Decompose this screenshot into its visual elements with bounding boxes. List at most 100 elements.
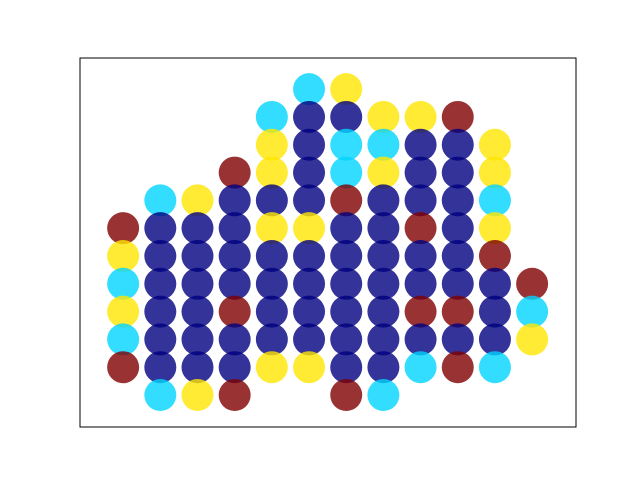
point	[181, 267, 214, 300]
point	[516, 323, 549, 356]
point	[144, 267, 177, 300]
point	[293, 239, 326, 272]
point	[181, 239, 214, 272]
point	[107, 351, 140, 384]
point	[404, 323, 437, 356]
point	[255, 156, 288, 189]
point	[330, 100, 363, 133]
point	[255, 295, 288, 328]
point	[330, 267, 363, 300]
axes-frame	[79, 57, 577, 428]
point	[367, 239, 400, 272]
point	[367, 100, 400, 133]
point	[367, 128, 400, 161]
point	[330, 184, 363, 217]
point	[255, 323, 288, 356]
point	[478, 212, 511, 245]
point	[255, 351, 288, 384]
point	[293, 128, 326, 161]
point	[441, 128, 474, 161]
point	[367, 267, 400, 300]
point	[404, 212, 437, 245]
point	[478, 239, 511, 272]
point	[293, 156, 326, 189]
point	[367, 323, 400, 356]
point	[144, 184, 177, 217]
point	[255, 212, 288, 245]
point	[293, 323, 326, 356]
point	[478, 295, 511, 328]
point	[218, 156, 251, 189]
point	[441, 239, 474, 272]
point	[367, 184, 400, 217]
point	[367, 212, 400, 245]
point	[441, 212, 474, 245]
point	[107, 267, 140, 300]
point	[404, 295, 437, 328]
point	[293, 351, 326, 384]
point	[441, 323, 474, 356]
point	[218, 379, 251, 412]
point	[255, 128, 288, 161]
point	[181, 212, 214, 245]
point	[404, 128, 437, 161]
point	[441, 351, 474, 384]
point	[293, 73, 326, 106]
point	[293, 100, 326, 133]
point	[255, 267, 288, 300]
point	[144, 239, 177, 272]
point	[144, 295, 177, 328]
point	[293, 295, 326, 328]
point	[144, 351, 177, 384]
point	[218, 267, 251, 300]
point	[367, 351, 400, 384]
point	[107, 212, 140, 245]
point	[330, 156, 363, 189]
point	[107, 295, 140, 328]
point	[367, 295, 400, 328]
point	[144, 379, 177, 412]
point	[478, 351, 511, 384]
point	[218, 351, 251, 384]
point	[441, 184, 474, 217]
point	[441, 156, 474, 189]
point	[255, 184, 288, 217]
point	[293, 267, 326, 300]
point	[218, 212, 251, 245]
point	[218, 323, 251, 356]
point	[478, 128, 511, 161]
point	[144, 212, 177, 245]
point	[330, 73, 363, 106]
point	[404, 156, 437, 189]
point	[330, 295, 363, 328]
point	[516, 295, 549, 328]
point	[330, 239, 363, 272]
point	[181, 379, 214, 412]
point	[144, 323, 177, 356]
point	[441, 100, 474, 133]
point	[367, 379, 400, 412]
point	[330, 379, 363, 412]
point	[218, 295, 251, 328]
point	[478, 184, 511, 217]
point	[107, 239, 140, 272]
point	[441, 267, 474, 300]
point	[330, 323, 363, 356]
point	[404, 267, 437, 300]
point	[181, 295, 214, 328]
point	[478, 156, 511, 189]
point	[404, 184, 437, 217]
point	[330, 212, 363, 245]
point	[255, 100, 288, 133]
point	[441, 295, 474, 328]
point	[367, 156, 400, 189]
point	[404, 351, 437, 384]
point	[255, 239, 288, 272]
point	[218, 239, 251, 272]
point	[181, 184, 214, 217]
point	[404, 239, 437, 272]
point	[404, 100, 437, 133]
point	[330, 128, 363, 161]
